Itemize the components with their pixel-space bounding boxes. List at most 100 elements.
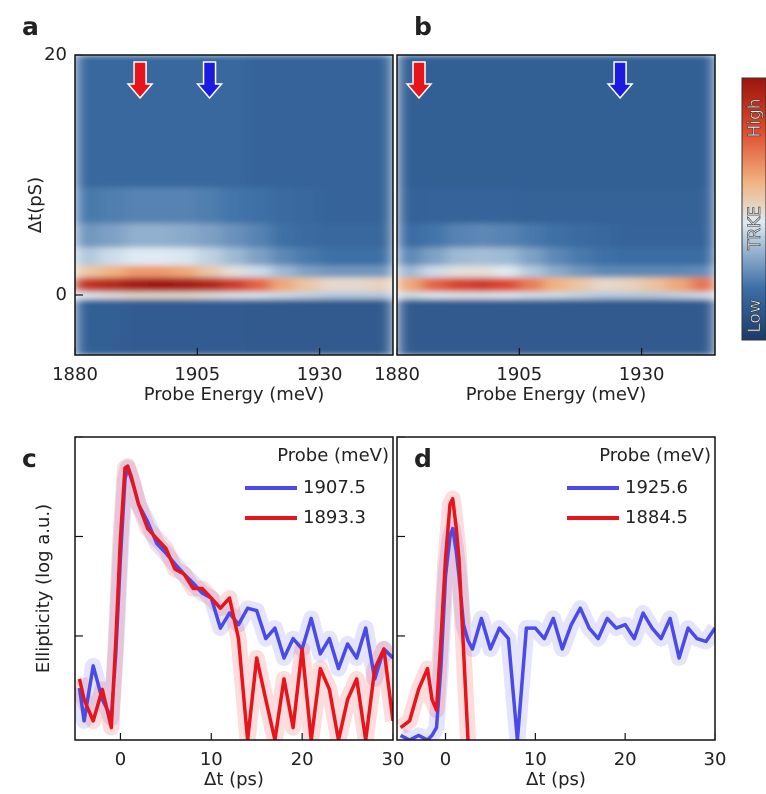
heatmap-cell <box>344 187 370 224</box>
heatmap-cell <box>99 55 125 188</box>
heatmap-cell <box>641 55 667 188</box>
heatmap-cell <box>319 291 345 300</box>
heatmap-cell <box>641 247 667 266</box>
heatmap-cell <box>319 277 345 292</box>
plot-frame <box>74 436 394 741</box>
heatmap-cell <box>666 277 692 292</box>
heatmap-cell <box>519 291 545 300</box>
heatmap-cell <box>494 55 520 188</box>
heatmap-cell <box>172 291 198 300</box>
heatmap-cell <box>368 291 393 300</box>
panel-letter: d <box>414 444 432 473</box>
x-tick-label: 20 <box>291 749 314 770</box>
heatmap-cell <box>344 55 370 188</box>
x-tick-label: 1905 <box>496 364 542 385</box>
heatmap-cell <box>246 265 272 278</box>
plot-frame <box>396 54 716 356</box>
heatmap-cell <box>172 187 198 224</box>
heatmap-cell <box>690 223 715 248</box>
legend-label: 1893.3 <box>303 507 366 528</box>
heatmap-cell <box>75 223 100 248</box>
heatmap-cell <box>592 291 618 300</box>
heatmap-cell <box>319 247 345 266</box>
heatmap-cell <box>617 187 643 224</box>
heatmap-cell <box>470 223 496 248</box>
heatmap-cell <box>397 187 422 224</box>
heatmap-cell <box>470 187 496 224</box>
heatmap-cell <box>319 187 345 224</box>
heatmap-cell <box>368 265 393 278</box>
heatmap-cell <box>270 187 296 224</box>
heatmap-cell <box>568 187 594 224</box>
heatmap-cell <box>270 223 296 248</box>
heatmap-cell <box>397 247 422 266</box>
heatmap-cell <box>470 298 496 355</box>
heatmap-cell <box>445 277 471 292</box>
heatmap-cell <box>641 223 667 248</box>
heatmap-cell <box>197 247 223 266</box>
heatmap-cell <box>543 55 569 188</box>
heatmap-cell <box>690 277 715 292</box>
x-tick-label: 1880 <box>374 364 420 385</box>
panel-letter: a <box>22 12 39 41</box>
heatmap-cell <box>690 298 715 355</box>
heatmap-cell <box>445 298 471 355</box>
legend-title: Probe (meV) <box>277 445 389 466</box>
heatmap-cell <box>270 55 296 188</box>
x-tick-label: 20 <box>614 749 637 770</box>
heatmap-cell <box>397 291 422 300</box>
heatmap-cell <box>690 291 715 300</box>
heatmap-cell <box>494 291 520 300</box>
heatmap-cell <box>368 298 393 355</box>
heatmap-cell <box>344 291 370 300</box>
x-tick-label: 0 <box>440 749 451 770</box>
heatmap-cell <box>344 265 370 278</box>
heatmap-cell <box>295 55 321 188</box>
heatmap-cell <box>344 277 370 292</box>
heatmap-cell <box>99 277 125 292</box>
heatmap-cell <box>148 223 174 248</box>
heatmap-cell <box>246 291 272 300</box>
heatmap-cell <box>221 247 247 266</box>
heatmap-cell <box>295 298 321 355</box>
heatmap-cell <box>148 291 174 300</box>
heatmap-cell <box>368 187 393 224</box>
heatmap-cell <box>470 55 496 188</box>
heatmap-cell <box>666 55 692 188</box>
heatmap-cell <box>690 247 715 266</box>
x-axis-label: Probe Energy (meV) <box>144 384 324 405</box>
heatmap-cell <box>148 247 174 266</box>
heatmap-cell <box>592 298 618 355</box>
colorbar-label: TRKE <box>745 206 765 251</box>
heatmap-cell <box>568 298 594 355</box>
heatmap-cell <box>592 265 618 278</box>
heatmap-cell <box>123 223 149 248</box>
x-tick-label: 30 <box>704 749 727 770</box>
heatmap-cell <box>592 187 618 224</box>
heatmap-cell <box>295 265 321 278</box>
heatmap-cell <box>617 277 643 292</box>
heatmap-cell <box>75 247 100 266</box>
heatmap-cell <box>270 298 296 355</box>
colorbar-bar <box>741 77 766 341</box>
heatmap-cell <box>344 298 370 355</box>
heatmap-cell <box>617 298 643 355</box>
heatmap-cell <box>568 277 594 292</box>
heatmap-cell <box>421 265 447 278</box>
heatmap-cell <box>666 223 692 248</box>
heatmap-cell <box>148 298 174 355</box>
heatmap-cell <box>319 223 345 248</box>
plot-frame <box>74 54 394 356</box>
heatmap-cell <box>421 223 447 248</box>
heatmap-cell <box>519 265 545 278</box>
heatmap-cell <box>221 277 247 292</box>
x-tick-label: 10 <box>200 749 223 770</box>
heatmap-cell <box>368 223 393 248</box>
heatmap-cell <box>123 265 149 278</box>
heatmap-cell <box>519 223 545 248</box>
heatmap-cell <box>494 265 520 278</box>
plot-frame <box>396 436 716 741</box>
heatmap-cell <box>246 298 272 355</box>
heatmap-cell <box>99 223 125 248</box>
arrow <box>606 61 634 100</box>
